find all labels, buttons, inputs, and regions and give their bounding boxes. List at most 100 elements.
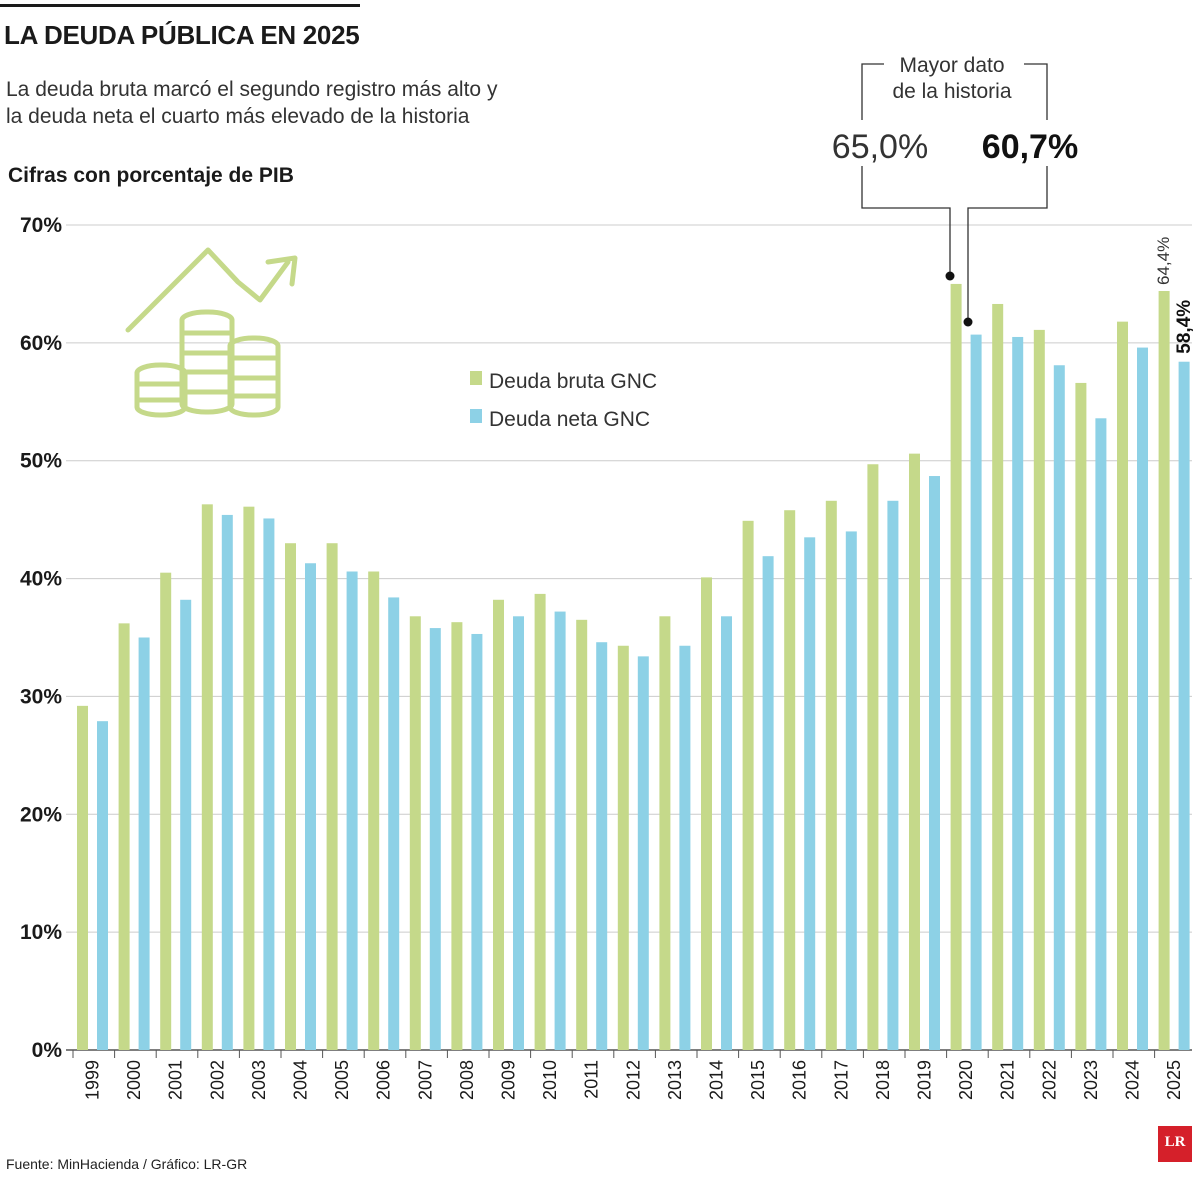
bar-gross bbox=[950, 283, 962, 1050]
bar-net bbox=[845, 531, 857, 1050]
bar-net bbox=[721, 616, 732, 1050]
bar-gross bbox=[909, 453, 920, 1051]
bar-gross bbox=[825, 500, 837, 1050]
bar-net bbox=[305, 563, 316, 1050]
last-net-label: 58,4% bbox=[1174, 300, 1195, 354]
annotation-box-line-1: Mayor dato bbox=[899, 54, 1004, 77]
annotation-box-line-2: de la historia bbox=[892, 80, 1011, 103]
bar-gross bbox=[701, 577, 712, 1050]
y-axis-ticks: 0% 10% 20% 30% 40% 50% 60% 70% bbox=[20, 214, 62, 1062]
bar-gross bbox=[368, 571, 380, 1050]
bar-gross bbox=[326, 543, 338, 1050]
x-tick-label: 2006 bbox=[374, 1060, 394, 1100]
x-tick-label: 2013 bbox=[665, 1060, 685, 1100]
subtitle-line-1: La deuda bruta marcó el segundo registro… bbox=[6, 78, 498, 101]
y-tick-label: 40% bbox=[20, 568, 62, 591]
net-peak-marker bbox=[963, 317, 973, 327]
net-peak-label: 60,7% bbox=[982, 128, 1078, 166]
x-tick-label: 2009 bbox=[499, 1060, 519, 1100]
subtitle-line-2: la deuda neta el cuarto más elevado de l… bbox=[6, 105, 470, 128]
gross-peak-label: 65,0% bbox=[832, 128, 928, 166]
subtitle: La deuda bruta marcó el segundo registro… bbox=[6, 76, 646, 130]
x-tick-label: 2012 bbox=[623, 1060, 643, 1100]
y-tick-label: 0% bbox=[32, 1039, 63, 1062]
x-tick-label: 2022 bbox=[1039, 1060, 1059, 1100]
bar-net bbox=[388, 597, 400, 1050]
bar-net bbox=[346, 571, 358, 1050]
y-tick-label: 60% bbox=[20, 332, 62, 355]
y-tick-label: 50% bbox=[20, 450, 62, 473]
bar-gross bbox=[409, 616, 421, 1050]
source-note: Fuente: MinHacienda / Gráfico: LR-GR bbox=[6, 1156, 248, 1172]
bar-net bbox=[637, 656, 649, 1050]
x-tick-label: 2024 bbox=[1123, 1060, 1143, 1100]
bar-net bbox=[887, 500, 899, 1050]
bar-net bbox=[554, 611, 566, 1050]
bar-net bbox=[762, 556, 774, 1050]
bar-gross bbox=[867, 464, 879, 1050]
x-tick-label: 2023 bbox=[1081, 1060, 1101, 1100]
bar-net bbox=[1095, 418, 1107, 1050]
bar-net bbox=[1012, 336, 1024, 1050]
bar-gross bbox=[243, 506, 255, 1050]
unit-label: Cifras con porcentaje de PIB bbox=[8, 164, 294, 187]
bar-gross bbox=[160, 572, 172, 1050]
bar-net bbox=[679, 645, 691, 1050]
x-tick-label: 2003 bbox=[249, 1060, 269, 1100]
bar-gross bbox=[201, 504, 213, 1051]
bar-gross bbox=[992, 303, 1004, 1050]
bar-gross bbox=[451, 622, 463, 1050]
x-tick-label: 2021 bbox=[998, 1060, 1018, 1100]
bar-net bbox=[138, 637, 150, 1050]
bar-gross bbox=[118, 623, 130, 1050]
bar-gross bbox=[784, 510, 796, 1050]
lr-logo: LR bbox=[1158, 1126, 1192, 1162]
bar-net bbox=[180, 599, 192, 1050]
bar-gross bbox=[493, 599, 504, 1050]
bar-gross bbox=[285, 543, 296, 1050]
bar-gross bbox=[742, 520, 754, 1050]
legend-swatch-gross bbox=[470, 371, 482, 385]
x-tick-label: 2005 bbox=[332, 1060, 352, 1100]
bar-net bbox=[471, 633, 483, 1050]
bar-net bbox=[429, 628, 441, 1050]
bar-net bbox=[513, 616, 524, 1050]
bar-gross bbox=[1158, 291, 1170, 1050]
y-tick-label: 70% bbox=[20, 214, 62, 237]
bar-gross bbox=[659, 616, 671, 1050]
x-tick-label: 2020 bbox=[956, 1060, 976, 1100]
x-tick-label: 1999 bbox=[83, 1060, 103, 1100]
bar-gross bbox=[534, 593, 546, 1050]
x-tick-label: 2011 bbox=[582, 1060, 602, 1099]
bar-net bbox=[804, 537, 816, 1050]
x-tick-label: 2010 bbox=[540, 1060, 560, 1100]
bar-net bbox=[221, 514, 233, 1050]
bar-net bbox=[970, 334, 982, 1050]
x-tick-label: 2007 bbox=[415, 1060, 435, 1100]
bar-gross bbox=[1075, 382, 1087, 1050]
bar-net bbox=[1178, 361, 1190, 1050]
x-tick-label: 2001 bbox=[166, 1060, 186, 1100]
bar-gross bbox=[1033, 329, 1045, 1051]
x-tick-label: 2017 bbox=[831, 1060, 851, 1100]
x-tick-label: 2000 bbox=[124, 1060, 144, 1100]
x-tick-label: 2002 bbox=[207, 1060, 227, 1100]
x-tick-label: 2018 bbox=[873, 1060, 893, 1100]
record-annotation bbox=[861, 63, 1048, 320]
bar-net bbox=[596, 642, 608, 1050]
last-gross-label: 64,4% bbox=[1154, 237, 1173, 285]
x-tick-label: 2019 bbox=[915, 1060, 935, 1100]
title-rule bbox=[0, 4, 360, 7]
page-title: LA DEUDA PÚBLICA EN 2025 bbox=[4, 20, 360, 50]
coins-arrow-icon bbox=[125, 247, 298, 418]
bar-net bbox=[263, 518, 275, 1050]
bar-gross bbox=[77, 705, 88, 1050]
legend-label-gross: Deuda bruta GNC bbox=[489, 370, 657, 393]
legend: Deuda bruta GNC Deuda neta GNC bbox=[470, 370, 657, 431]
x-tick-label: 2004 bbox=[291, 1060, 311, 1100]
legend-swatch-net bbox=[470, 409, 482, 423]
bars bbox=[77, 283, 1190, 1051]
bar-gross bbox=[617, 645, 629, 1050]
y-tick-label: 30% bbox=[20, 685, 62, 708]
